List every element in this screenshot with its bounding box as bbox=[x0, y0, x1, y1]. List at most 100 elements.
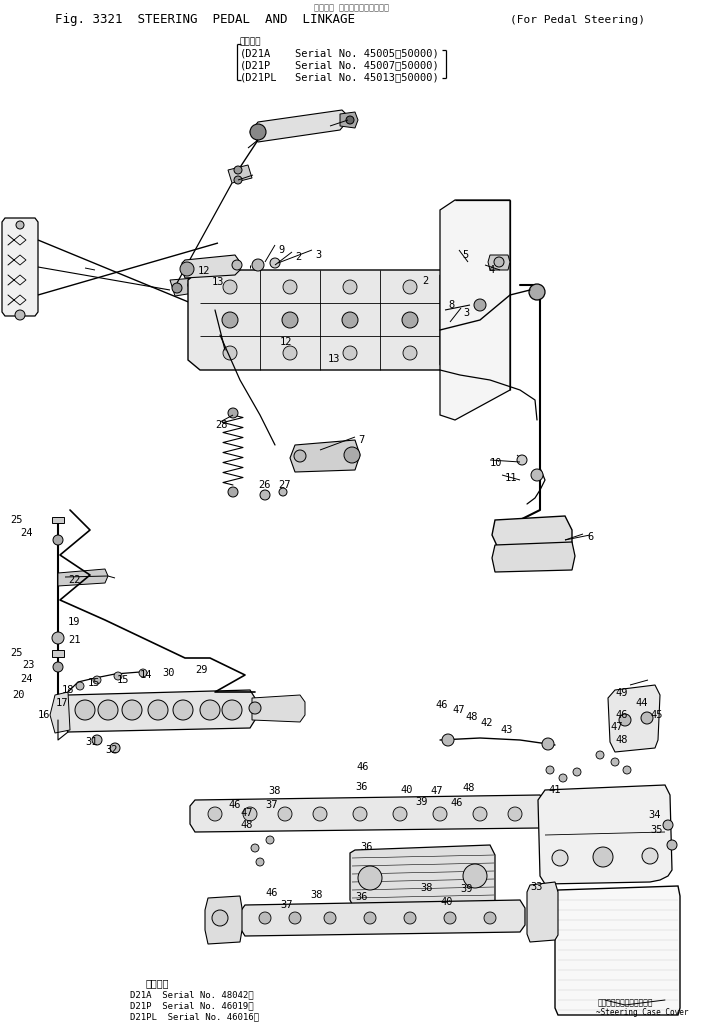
Text: 49: 49 bbox=[615, 688, 628, 698]
Text: 46: 46 bbox=[228, 800, 240, 810]
Text: 46: 46 bbox=[615, 710, 628, 720]
Text: 48: 48 bbox=[462, 783, 475, 793]
Text: 24: 24 bbox=[20, 528, 32, 538]
Circle shape bbox=[188, 280, 198, 290]
Text: 4: 4 bbox=[488, 265, 494, 275]
Circle shape bbox=[249, 702, 261, 714]
Circle shape bbox=[234, 176, 242, 184]
Text: 7: 7 bbox=[358, 435, 364, 445]
Text: 17: 17 bbox=[56, 698, 68, 708]
Polygon shape bbox=[63, 690, 255, 732]
Circle shape bbox=[98, 700, 118, 720]
Circle shape bbox=[232, 260, 242, 270]
Circle shape bbox=[212, 910, 228, 926]
Circle shape bbox=[596, 751, 604, 759]
Circle shape bbox=[559, 774, 567, 782]
Circle shape bbox=[279, 488, 287, 496]
Circle shape bbox=[283, 346, 297, 360]
Polygon shape bbox=[492, 516, 572, 548]
Circle shape bbox=[75, 700, 95, 720]
Circle shape bbox=[433, 807, 447, 821]
Polygon shape bbox=[58, 569, 108, 586]
Text: 36: 36 bbox=[355, 892, 368, 902]
Text: 43: 43 bbox=[500, 725, 512, 735]
Circle shape bbox=[642, 848, 658, 864]
Circle shape bbox=[256, 858, 264, 866]
Text: 14: 14 bbox=[140, 670, 153, 680]
Circle shape bbox=[342, 312, 358, 328]
Circle shape bbox=[222, 312, 238, 328]
Text: 2: 2 bbox=[295, 252, 302, 262]
Polygon shape bbox=[52, 650, 64, 657]
Circle shape bbox=[294, 450, 306, 462]
Text: 26: 26 bbox=[258, 480, 271, 490]
Text: Serial No. 45005～50000): Serial No. 45005～50000) bbox=[295, 48, 439, 58]
Text: 41: 41 bbox=[548, 785, 560, 795]
Text: 40: 40 bbox=[440, 897, 453, 907]
Circle shape bbox=[222, 700, 242, 720]
Circle shape bbox=[76, 682, 84, 690]
Text: 28: 28 bbox=[215, 420, 228, 430]
Circle shape bbox=[228, 487, 238, 497]
Text: 10: 10 bbox=[490, 458, 503, 468]
Polygon shape bbox=[52, 517, 64, 523]
Circle shape bbox=[344, 447, 360, 463]
Circle shape bbox=[122, 700, 142, 720]
Text: 40: 40 bbox=[400, 785, 413, 795]
Circle shape bbox=[508, 807, 522, 821]
Text: 46: 46 bbox=[265, 888, 278, 898]
Circle shape bbox=[343, 346, 357, 360]
Text: 45: 45 bbox=[650, 710, 662, 720]
Circle shape bbox=[593, 847, 613, 867]
Text: 3: 3 bbox=[463, 308, 469, 318]
Text: 適用号機 ペダルステアリング用: 適用号機 ペダルステアリング用 bbox=[314, 3, 389, 12]
Circle shape bbox=[228, 409, 238, 418]
Circle shape bbox=[173, 700, 193, 720]
Text: 9: 9 bbox=[278, 245, 284, 255]
Polygon shape bbox=[240, 900, 525, 936]
Polygon shape bbox=[228, 165, 252, 183]
Circle shape bbox=[343, 280, 357, 294]
Text: 23: 23 bbox=[22, 660, 34, 670]
Polygon shape bbox=[555, 886, 680, 1015]
Text: 37: 37 bbox=[280, 900, 292, 910]
Text: 11: 11 bbox=[505, 473, 517, 483]
Circle shape bbox=[243, 807, 257, 821]
Circle shape bbox=[53, 662, 63, 672]
Text: 47: 47 bbox=[610, 722, 622, 732]
Text: 32: 32 bbox=[105, 745, 117, 755]
Text: 48: 48 bbox=[240, 820, 252, 830]
Text: 46: 46 bbox=[356, 762, 368, 772]
Circle shape bbox=[289, 912, 301, 924]
Text: Serial No. 45013～50000): Serial No. 45013～50000) bbox=[295, 72, 439, 82]
Circle shape bbox=[623, 766, 631, 774]
Text: 13: 13 bbox=[212, 277, 224, 287]
Circle shape bbox=[531, 469, 543, 481]
Polygon shape bbox=[488, 255, 510, 270]
Text: 13: 13 bbox=[328, 354, 340, 364]
Circle shape bbox=[494, 257, 504, 267]
Circle shape bbox=[92, 735, 102, 745]
Circle shape bbox=[16, 221, 24, 229]
Text: 36: 36 bbox=[360, 842, 373, 852]
Circle shape bbox=[641, 712, 653, 724]
Circle shape bbox=[546, 766, 554, 774]
Circle shape bbox=[358, 866, 382, 890]
Polygon shape bbox=[527, 882, 558, 942]
Text: (D21PL: (D21PL bbox=[240, 72, 278, 82]
Text: 15: 15 bbox=[88, 678, 101, 688]
Text: 適用号機: 適用号機 bbox=[240, 37, 262, 46]
Text: 42: 42 bbox=[480, 718, 493, 728]
Text: 48: 48 bbox=[615, 735, 628, 745]
Polygon shape bbox=[205, 896, 242, 944]
Text: (D21P: (D21P bbox=[240, 60, 271, 70]
Polygon shape bbox=[440, 200, 510, 420]
Circle shape bbox=[278, 807, 292, 821]
Text: 2: 2 bbox=[422, 276, 428, 286]
Polygon shape bbox=[340, 112, 358, 128]
Text: 16: 16 bbox=[38, 710, 51, 720]
Text: 39: 39 bbox=[415, 797, 427, 807]
Circle shape bbox=[252, 259, 264, 271]
Circle shape bbox=[15, 310, 25, 320]
Circle shape bbox=[484, 912, 496, 924]
